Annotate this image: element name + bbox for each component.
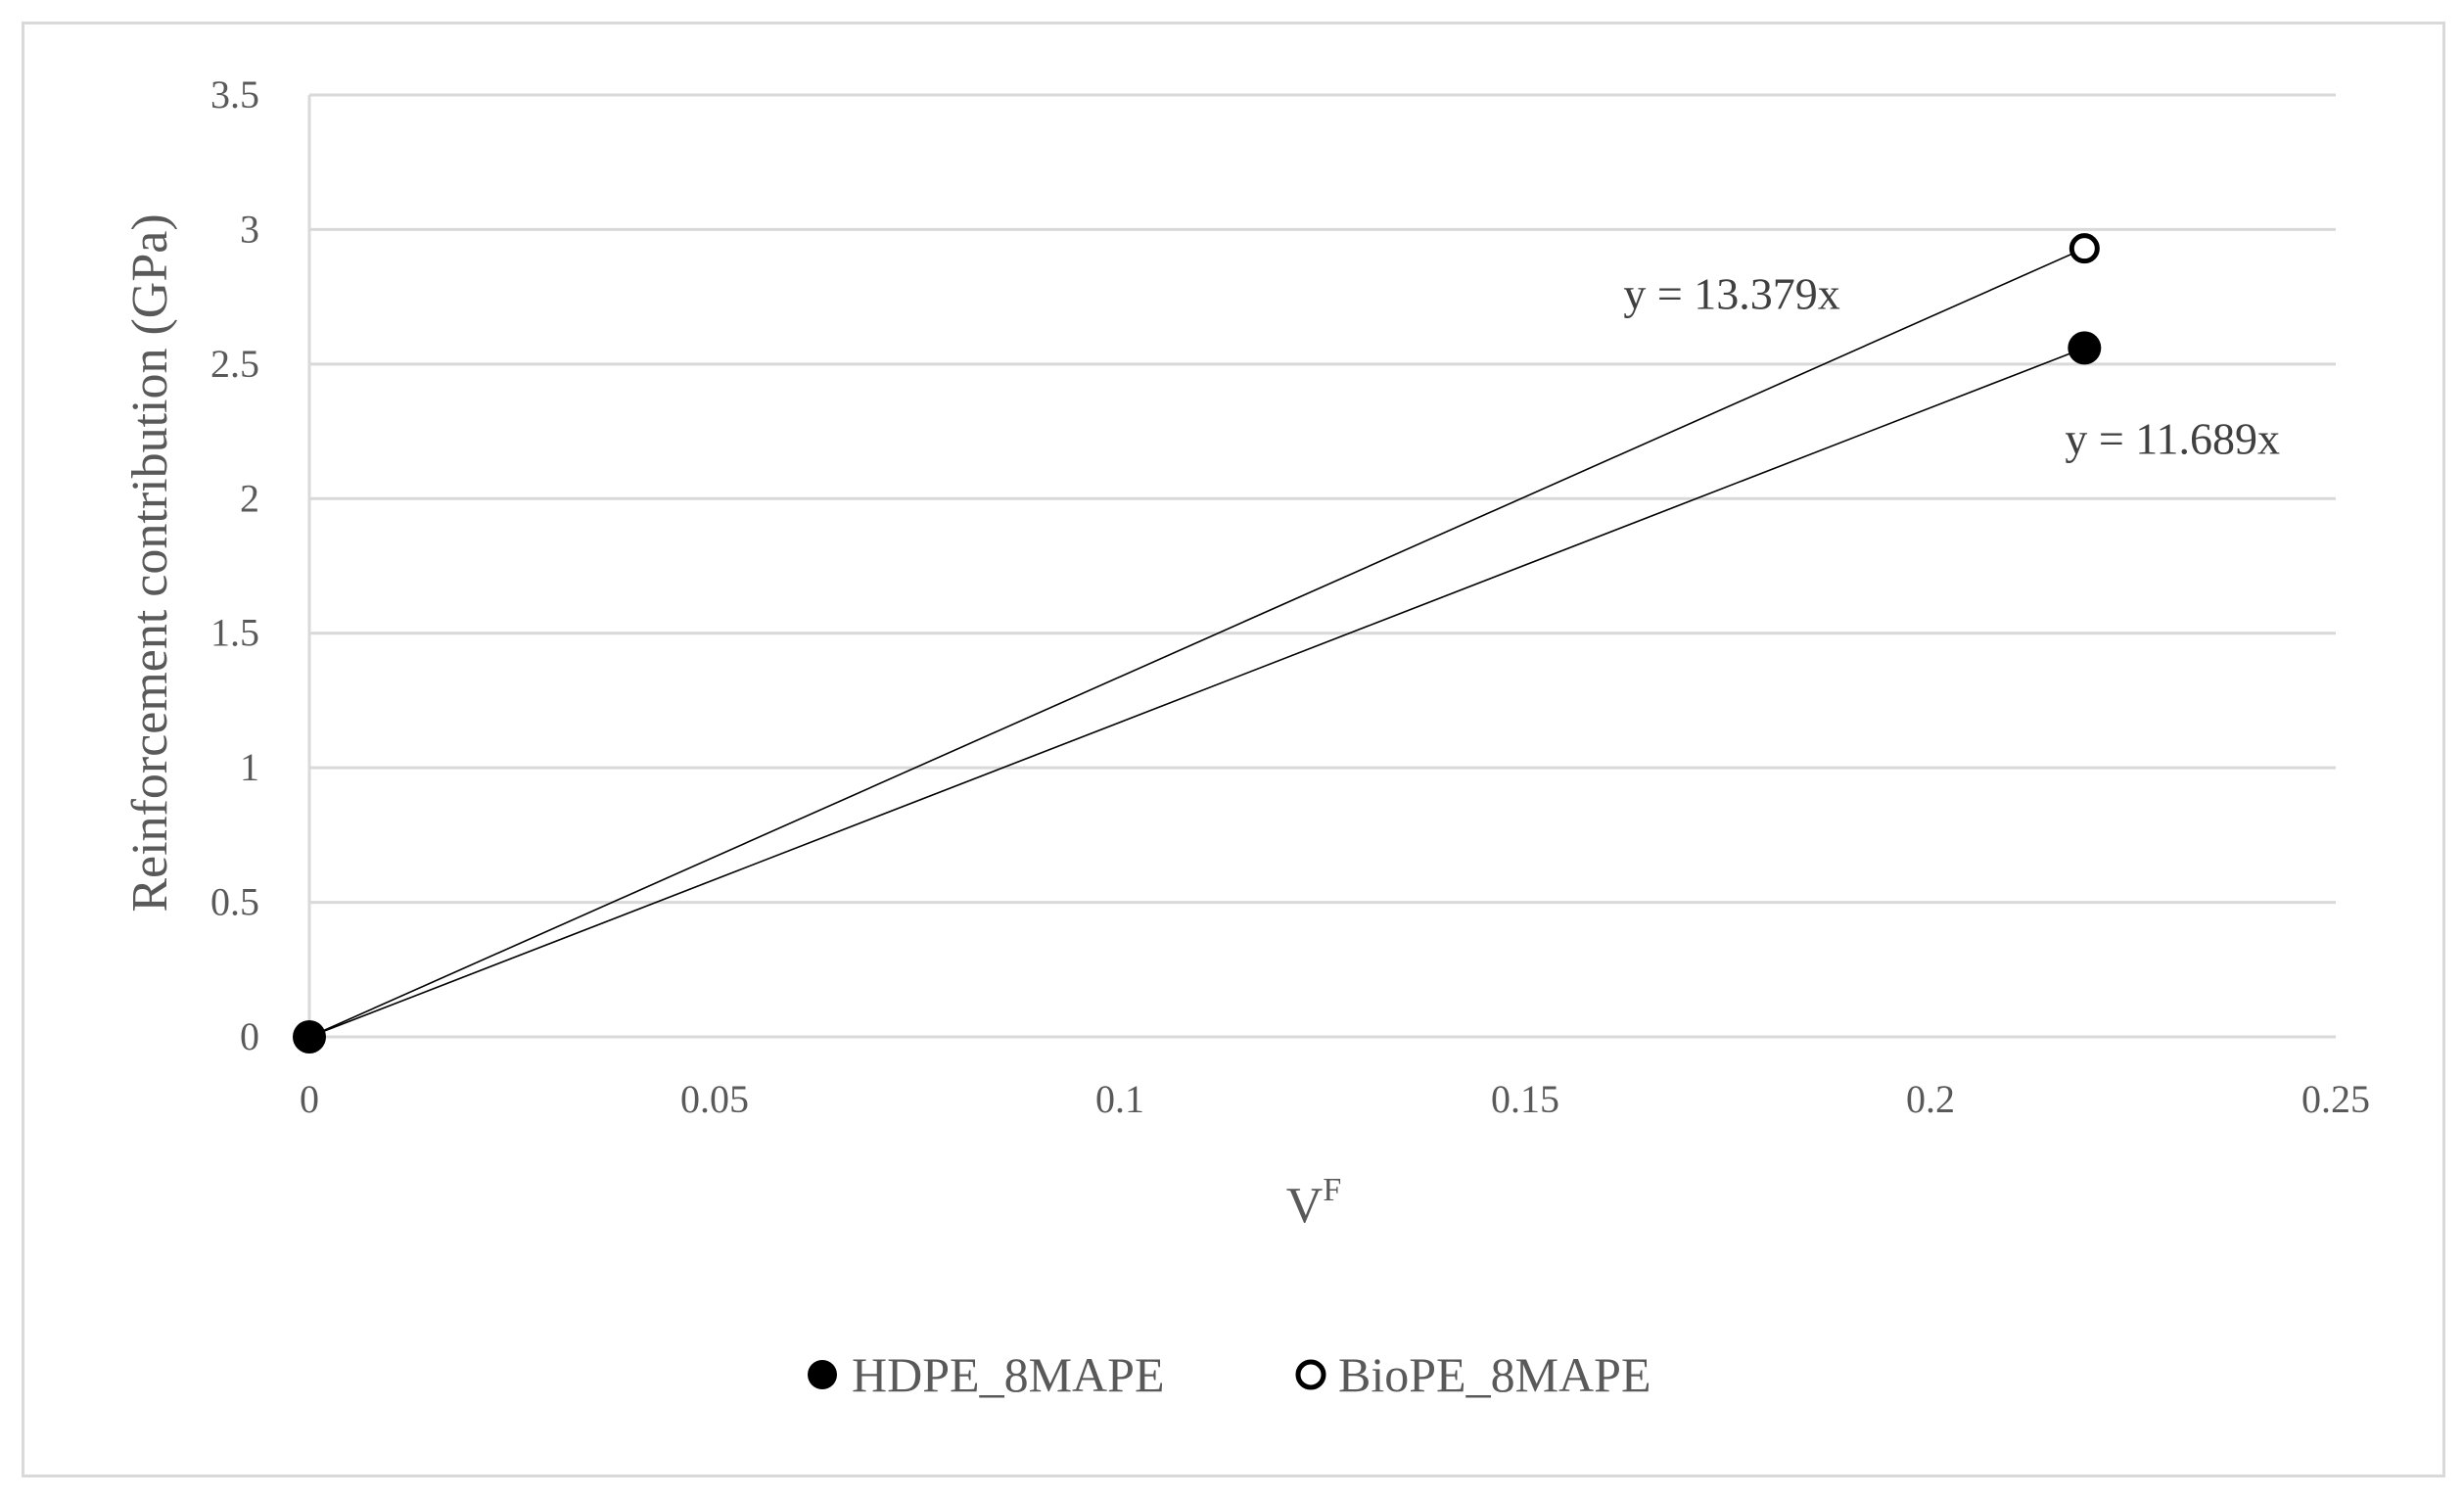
x-tick-label: 0.25 xyxy=(2301,1077,2370,1121)
x-axis-label: VF xyxy=(1286,1172,1341,1234)
x-axis-label-superscript: F xyxy=(1323,1172,1341,1208)
trendline-0 xyxy=(308,347,2085,1038)
chart-frame xyxy=(22,22,2445,1477)
x-tick-label: 0.05 xyxy=(680,1077,749,1121)
legend-marker-biope xyxy=(1295,1359,1326,1390)
trendline-equation-biope: y = 13.379x xyxy=(1623,269,1839,319)
x-tick-label: 0.15 xyxy=(1491,1077,1559,1121)
legend: HDPE_8MAPE BioPE_8MAPE xyxy=(808,1347,1651,1402)
y-tick-label: 1.5 xyxy=(210,611,259,655)
data-point-0 xyxy=(293,1020,326,1054)
legend-item-hdpe: HDPE_8MAPE xyxy=(808,1347,1164,1402)
y-tick-label: 2 xyxy=(240,476,259,520)
y-tick-label: 0 xyxy=(240,1014,259,1058)
trendline-equations: y = 11.689x y = 13.379x xyxy=(1623,269,2280,464)
x-tick-label: 0.1 xyxy=(1095,1077,1144,1121)
legend-item-biope: BioPE_8MAPE xyxy=(1295,1347,1651,1402)
data-points xyxy=(293,233,2102,1054)
y-axis-label: Reinforcement contribution (GPa) xyxy=(122,213,178,912)
x-tick-label: 0 xyxy=(300,1077,319,1121)
y-tick-label: 3.5 xyxy=(210,72,259,117)
legend-marker-hdpe xyxy=(808,1360,837,1389)
trendline-equation-hdpe: y = 11.689x xyxy=(2065,413,2280,463)
trendlines xyxy=(308,247,2085,1038)
y-tick-label: 1 xyxy=(240,745,259,789)
y-tick-label: 3 xyxy=(240,207,259,251)
y-tick-label: 2.5 xyxy=(210,342,259,386)
x-tick-label: 0.2 xyxy=(1906,1077,1955,1121)
x-axis-label-main: V xyxy=(1286,1178,1324,1234)
data-point-1 xyxy=(2069,233,2100,264)
y-tick-label: 0.5 xyxy=(210,880,259,924)
grid-lines xyxy=(307,93,2336,1039)
x-tick-labels: 0 0.05 0.1 0.15 0.2 0.25 xyxy=(300,1077,2370,1121)
data-point-0 xyxy=(2068,331,2102,365)
trendline-1 xyxy=(308,247,2085,1038)
legend-label-biope: BioPE_8MAPE xyxy=(1338,1347,1651,1402)
y-tick-labels: 0 0.5 1 1.5 2 2.5 3 3.5 xyxy=(210,72,259,1058)
legend-label-hdpe: HDPE_8MAPE xyxy=(852,1347,1164,1402)
